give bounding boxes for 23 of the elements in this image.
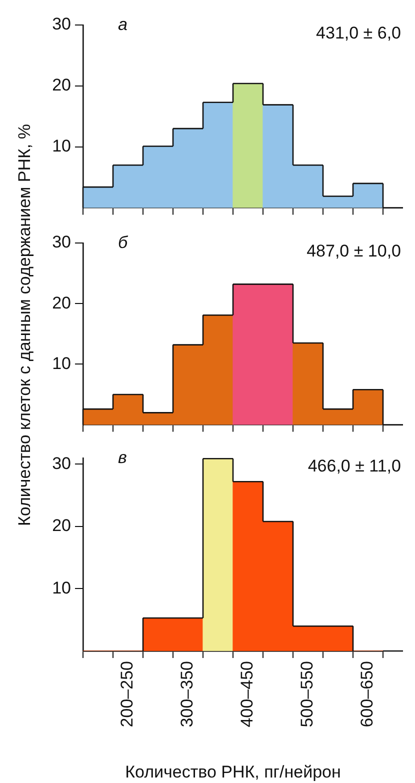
y-tick-label: 10 [52,136,71,156]
bar [232,83,264,208]
x-tick-label: 400–450 [238,661,257,728]
y-tick-label: 10 [52,578,71,598]
x-axis-title: Количество РНК, пг/нейрон [125,762,341,782]
chart-title: а [118,15,128,34]
y-tick-label: 30 [52,454,71,473]
x-tick-label: 200–250 [118,661,137,728]
chart-title: б [118,233,129,252]
annotation: 487,0 ± 10,0 [306,242,401,261]
y-tick-label: 30 [52,232,71,252]
annotation: 431,0 ± 6,0 [316,24,401,43]
annotation: 466,0 ± 11,0 [308,456,401,476]
y-tick-label: 20 [52,293,71,312]
x-tick-label: 300–350 [178,661,197,728]
y-tick-label: 20 [52,516,71,536]
y-tick-label: 30 [52,14,71,34]
y-tick-label: 10 [52,354,71,373]
chart-title: в [118,448,127,468]
y-tick-label: 20 [52,76,71,95]
y-axis-title: Количество клеток с данным содержанием РНК, % [15,124,35,526]
x-tick-label: 600–650 [358,661,377,728]
x-tick-label: 500–550 [298,661,317,728]
